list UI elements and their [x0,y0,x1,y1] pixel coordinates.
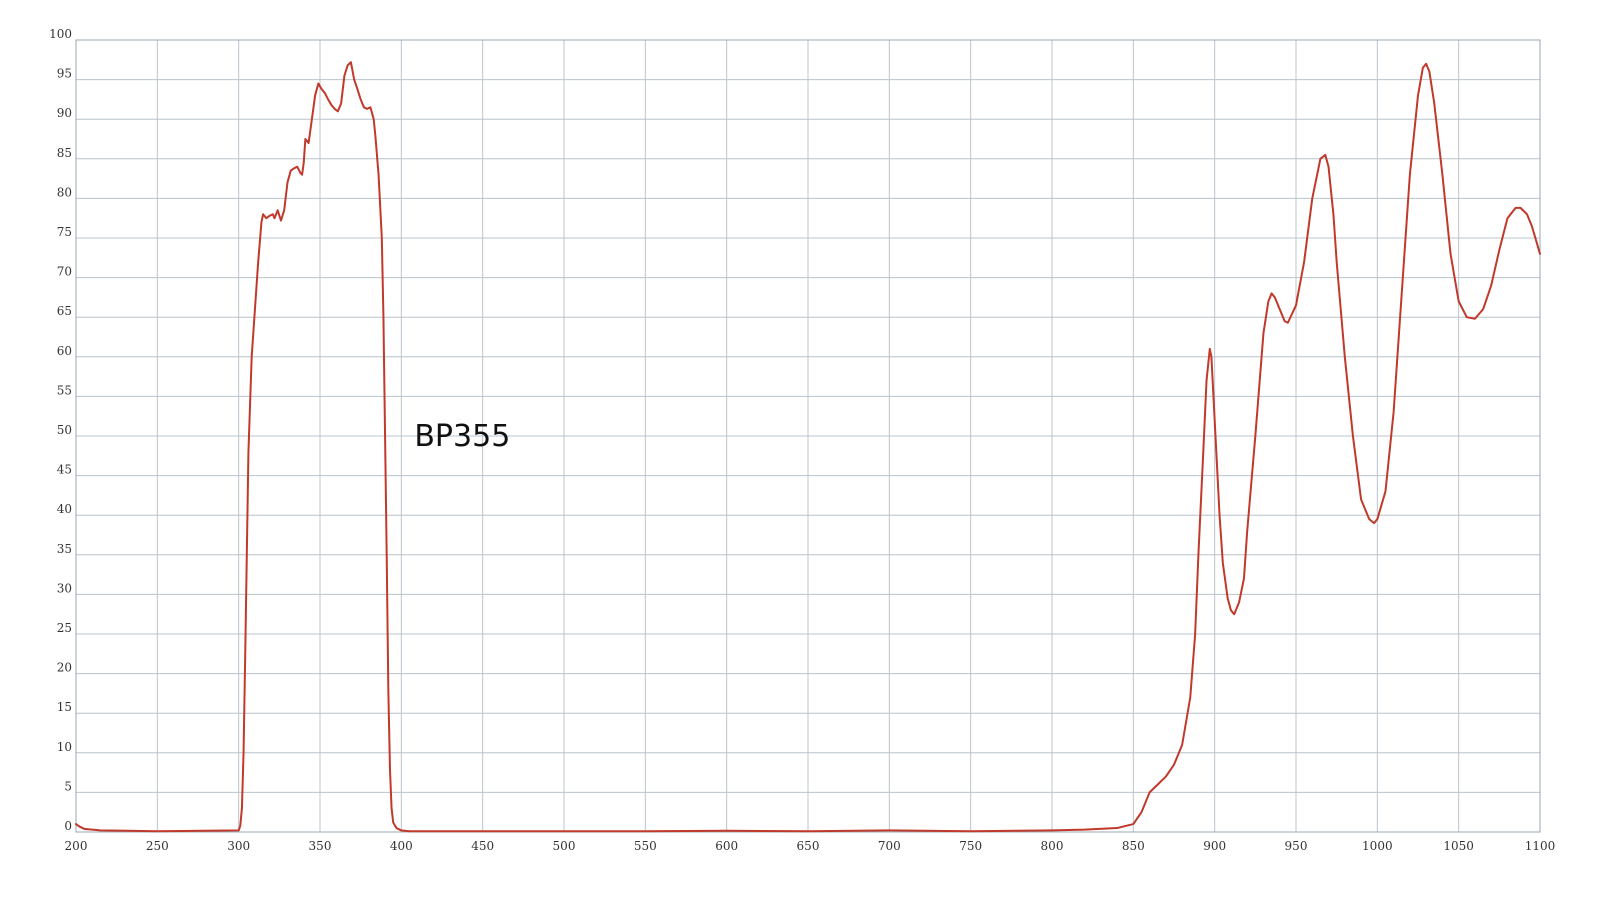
y-tick-label: 35 [57,542,72,556]
annotations: BP355 [414,419,510,454]
y-tick-label: 40 [57,502,72,516]
y-tick-label: 10 [57,740,72,754]
series-line [75,61,1541,833]
x-tick-label: 850 [1122,839,1145,853]
y-tick-label: 60 [57,344,72,358]
x-tick-label: 300 [227,839,250,853]
x-tick-label: 400 [390,839,413,853]
x-tick-label: 700 [878,839,901,853]
x-tick-label: 1000 [1362,839,1393,853]
y-tick-label: 80 [57,185,72,199]
y-tick-label: 15 [57,700,72,714]
x-tick-label: 950 [1285,839,1308,853]
series-layer [75,61,1541,833]
x-tick-label: 900 [1203,839,1226,853]
x-tick-label: 1100 [1525,839,1556,853]
y-tick-label: 5 [64,779,72,793]
y-tick-label: 100 [49,27,72,41]
y-tick-label: 45 [57,463,72,477]
y-tick-label: 90 [57,106,72,120]
x-tick-label: 500 [553,839,576,853]
y-tick-label: 20 [57,661,72,675]
y-tick-label: 50 [57,423,72,437]
x-tick-label: 600 [715,839,738,853]
grid [75,39,1541,833]
y-tick-label: 0 [64,819,72,833]
x-tick-label: 650 [797,839,820,853]
y-tick-label: 95 [57,67,72,81]
y-tick-label: 30 [57,581,72,595]
x-tick-label: 750 [959,839,982,853]
y-tick-label: 75 [57,225,72,239]
x-tick-label: 550 [634,839,657,853]
y-tick-label: 55 [57,383,72,397]
y-tick-label: 70 [57,265,72,279]
x-tick-label: 200 [65,839,88,853]
x-tick-label: 450 [471,839,494,853]
y-tick-label: 85 [57,146,72,160]
y-tick-label: 65 [57,304,72,318]
annotation-label: BP355 [414,419,510,454]
x-tick-label: 350 [309,839,332,853]
y-tick-label: 25 [57,621,72,635]
x-tick-label: 1050 [1443,839,1474,853]
x-tick-label: 250 [146,839,169,853]
x-tick-label: 800 [1041,839,1064,853]
